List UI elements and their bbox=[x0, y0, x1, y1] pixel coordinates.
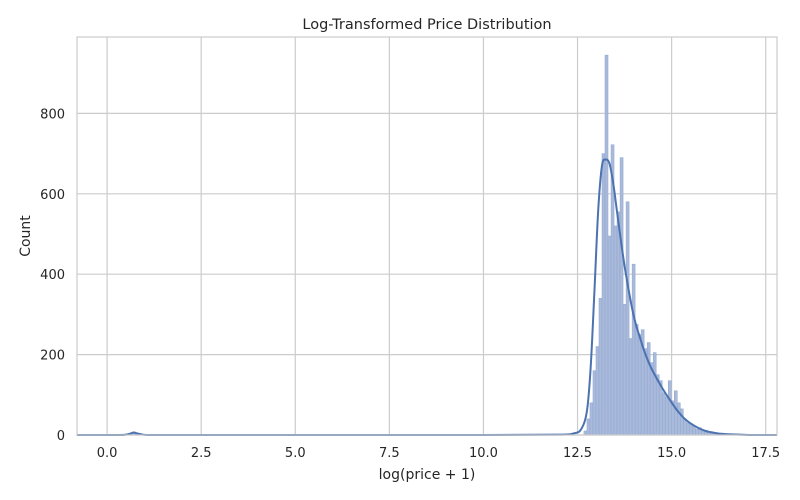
histogram-bar bbox=[674, 390, 678, 436]
histogram-bar bbox=[631, 263, 636, 436]
y-axis-tick-labels: 0 200 400 600 800 bbox=[40, 107, 65, 444]
histogram-bar bbox=[661, 392, 666, 436]
x-tick-label: 10.0 bbox=[469, 446, 498, 461]
x-axis-tick-labels: 0.0 2.5 5.0 7.5 10.0 12.5 15.0 17.5 bbox=[97, 446, 780, 461]
y-axis-title: Count bbox=[18, 215, 34, 257]
histogram-bars bbox=[129, 54, 741, 436]
histogram-bar bbox=[601, 153, 606, 436]
histogram-bar bbox=[695, 428, 699, 436]
histogram-bar bbox=[652, 352, 657, 436]
plot-frame bbox=[76, 36, 778, 436]
histogram-bar bbox=[628, 338, 633, 436]
histogram-bar bbox=[686, 422, 690, 436]
histogram-bar bbox=[643, 348, 648, 436]
x-tick-label: 5.0 bbox=[285, 446, 306, 461]
axes-spine bbox=[76, 36, 778, 436]
histogram-bar bbox=[667, 380, 672, 436]
histogram-bar bbox=[616, 211, 621, 436]
y-tick-label: 200 bbox=[40, 349, 65, 364]
histogram-bar bbox=[622, 304, 627, 436]
chart-title: Log-Transformed Price Distribution bbox=[302, 17, 551, 33]
y-tick-label: 0 bbox=[57, 429, 65, 444]
histogram-bar bbox=[625, 201, 630, 436]
x-tick-label: 7.5 bbox=[379, 446, 400, 461]
x-tick-label: 17.5 bbox=[751, 446, 780, 461]
histogram-bar bbox=[677, 402, 681, 436]
histogram-bar bbox=[589, 402, 594, 436]
histogram-bar bbox=[619, 157, 624, 436]
histogram-bar bbox=[595, 346, 600, 436]
histogram-bar bbox=[604, 54, 609, 436]
x-tick-label: 12.5 bbox=[563, 446, 592, 461]
histogram-bar bbox=[664, 396, 669, 436]
histogram-bar bbox=[701, 430, 705, 436]
x-axis-title: log(price + 1) bbox=[379, 467, 476, 483]
x-tick-label: 2.5 bbox=[191, 446, 212, 461]
histogram-bar bbox=[680, 408, 684, 436]
histogram-bar bbox=[613, 225, 618, 436]
histogram-bar bbox=[598, 298, 603, 436]
histogram-bar bbox=[634, 324, 639, 436]
histogram-bar bbox=[586, 418, 591, 436]
histogram-bar bbox=[637, 334, 642, 436]
histogram-bar bbox=[683, 418, 687, 436]
histogram-bar bbox=[607, 235, 612, 436]
y-tick-label: 800 bbox=[40, 107, 65, 122]
histogram-bar bbox=[692, 425, 696, 436]
y-tick-label: 600 bbox=[40, 188, 65, 203]
x-tick-label: 15.0 bbox=[657, 446, 686, 461]
histogram-bar bbox=[646, 342, 651, 436]
histogram-bar bbox=[649, 362, 654, 436]
grid-lines bbox=[77, 37, 777, 436]
histogram-bar bbox=[592, 370, 597, 436]
x-tick-label: 0.0 bbox=[97, 446, 118, 461]
histogram-bar bbox=[583, 430, 588, 436]
y-tick-label: 400 bbox=[40, 268, 65, 283]
